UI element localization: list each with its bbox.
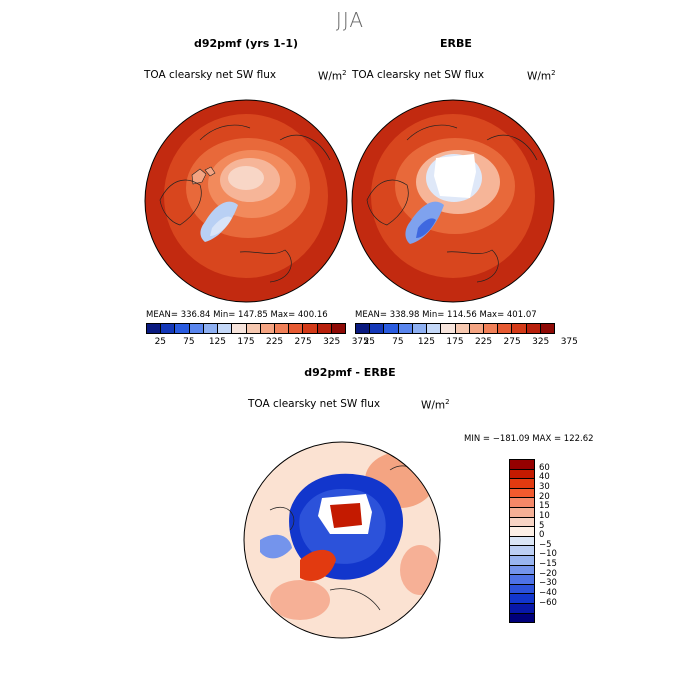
colorbar-tick-label: 125: [208, 337, 227, 347]
colorbar-swatch: [510, 603, 534, 614]
colorbar-swatch: [370, 324, 385, 333]
panel3-stats: MIN = −181.09 MAX = 122.62: [464, 434, 594, 444]
colorbar-tick-label: −40: [539, 588, 557, 599]
panel1-title: d92pmf (yrs 1-1): [193, 37, 299, 50]
colorbar-swatch: [510, 498, 534, 508]
colorbar-swatch: [317, 324, 332, 333]
colorbar-swatch: [526, 324, 541, 333]
colorbar-swatch: [510, 584, 534, 595]
panel2-stats: MEAN= 338.98 Min= 114.56 Max= 401.07: [355, 310, 537, 320]
panel2-map: [352, 100, 554, 302]
colorbar-swatch: [510, 555, 534, 566]
colorbar-tick-label: 325: [532, 337, 550, 347]
colorbar-swatch: [510, 536, 534, 547]
figure-title: JJA: [335, 8, 365, 32]
colorbar-swatch: [289, 324, 304, 333]
panel2-colorbar-ticks: 25 75 125 175 225 275 325 375: [355, 337, 578, 349]
panel2-unit: W/m2: [527, 69, 556, 83]
colorbar-tick-label: 25: [154, 337, 167, 347]
colorbar-swatch: [510, 594, 534, 604]
colorbar-swatch: [218, 324, 233, 333]
colorbar-swatch: [483, 324, 499, 333]
colorbar-swatch: [510, 460, 534, 470]
colorbar-tick-label: 375: [351, 337, 369, 347]
panel2-subtitle: TOA clearsky net SW flux: [352, 69, 485, 81]
colorbar-swatch: [455, 324, 470, 333]
panel1-stats: MEAN= 336.84 Min= 147.85 Max= 400.16: [146, 310, 328, 320]
colorbar-swatch: [274, 324, 290, 333]
colorbar-swatch: [510, 527, 534, 537]
colorbar-tick-label: 15: [539, 501, 550, 512]
colorbar-tick-label: 20: [539, 491, 550, 502]
colorbar-swatch: [510, 546, 534, 556]
colorbar-tick-label: 75: [183, 337, 195, 347]
panel2-colorbar: [355, 323, 555, 334]
colorbar-tick-label: 225: [474, 337, 493, 347]
colorbar-swatch: [510, 488, 534, 499]
colorbar-swatch: [189, 324, 204, 333]
colorbar-tick-label: 175: [237, 337, 255, 347]
colorbar-swatch: [510, 507, 534, 518]
colorbar-swatch: [510, 469, 534, 480]
colorbar-swatch: [356, 324, 371, 333]
colorbar-swatch: [232, 324, 247, 333]
colorbar-swatch: [510, 517, 534, 528]
colorbar-swatch: [398, 324, 413, 333]
panel1-map: [145, 100, 347, 302]
colorbar-swatch: [161, 324, 176, 333]
panel1-colorbar-ticks: 25 75 125 175 225 275 325 375: [146, 337, 369, 349]
colorbar-swatch: [384, 324, 399, 333]
difference-colorbar: [509, 459, 535, 623]
colorbar-swatch: [331, 324, 346, 333]
colorbar-swatch: [412, 324, 428, 333]
colorbar-swatch: [147, 324, 162, 333]
colorbar-swatch: [510, 613, 534, 623]
colorbar-tick-label: 225: [265, 337, 284, 347]
colorbar-swatch: [540, 324, 555, 333]
colorbar-swatch: [441, 324, 456, 333]
panel3-title: d92pmf - ERBE: [304, 366, 396, 379]
colorbar-tick-label: 40: [539, 472, 550, 483]
colorbar-tick-label: 375: [560, 337, 578, 347]
panel1-subtitle: TOA clearsky net SW flux: [144, 69, 277, 81]
colorbar-swatch: [427, 324, 442, 333]
colorbar-tick-label: 10: [539, 510, 550, 521]
colorbar-tick-label: −15: [539, 559, 557, 570]
colorbar-tick-label: −10: [539, 549, 557, 560]
colorbar-tick-label: −20: [539, 568, 557, 579]
colorbar-swatch: [203, 324, 219, 333]
colorbar-tick-label: 30: [539, 481, 550, 492]
colorbar-swatch: [498, 324, 513, 333]
colorbar-tick-label: 275: [503, 337, 521, 347]
colorbar-tick-label: 5: [539, 520, 545, 531]
colorbar-swatch: [469, 324, 484, 333]
colorbar-swatch: [260, 324, 275, 333]
colorbar-swatch: [510, 575, 534, 585]
colorbar-tick-label: 275: [294, 337, 312, 347]
panel3-subtitle: TOA clearsky net SW flux: [248, 398, 381, 410]
colorbar-tick-label: 0: [539, 530, 545, 541]
colorbar-tick-label: 175: [446, 337, 464, 347]
colorbar-swatch: [510, 479, 534, 489]
colorbar-tick-label: −30: [539, 578, 557, 589]
colorbar-tick-label: 75: [392, 337, 404, 347]
panel1-unit: W/m2: [318, 69, 347, 83]
colorbar-tick-label: 125: [417, 337, 436, 347]
difference-colorbar-ticks: 60 40 30 20 15 10 5 0 −5 −10 −15 −20 −30 −40 −60: [539, 459, 579, 623]
panel1-colorbar: [146, 323, 346, 334]
colorbar-swatch: [175, 324, 190, 333]
colorbar-tick-label: 325: [323, 337, 341, 347]
colorbar-swatch: [512, 324, 527, 333]
difference-map: [244, 442, 440, 638]
colorbar-tick-label: 25: [363, 337, 376, 347]
colorbar-tick-label: −60: [539, 597, 557, 608]
colorbar-tick-label: −5: [539, 539, 552, 550]
colorbar-swatch: [246, 324, 261, 333]
colorbar-tick-label: 60: [539, 462, 550, 473]
panel2-title: ERBE: [440, 37, 472, 50]
panel3-unit: W/m2: [421, 398, 450, 412]
colorbar-swatch: [510, 565, 534, 576]
colorbar-swatch: [303, 324, 318, 333]
